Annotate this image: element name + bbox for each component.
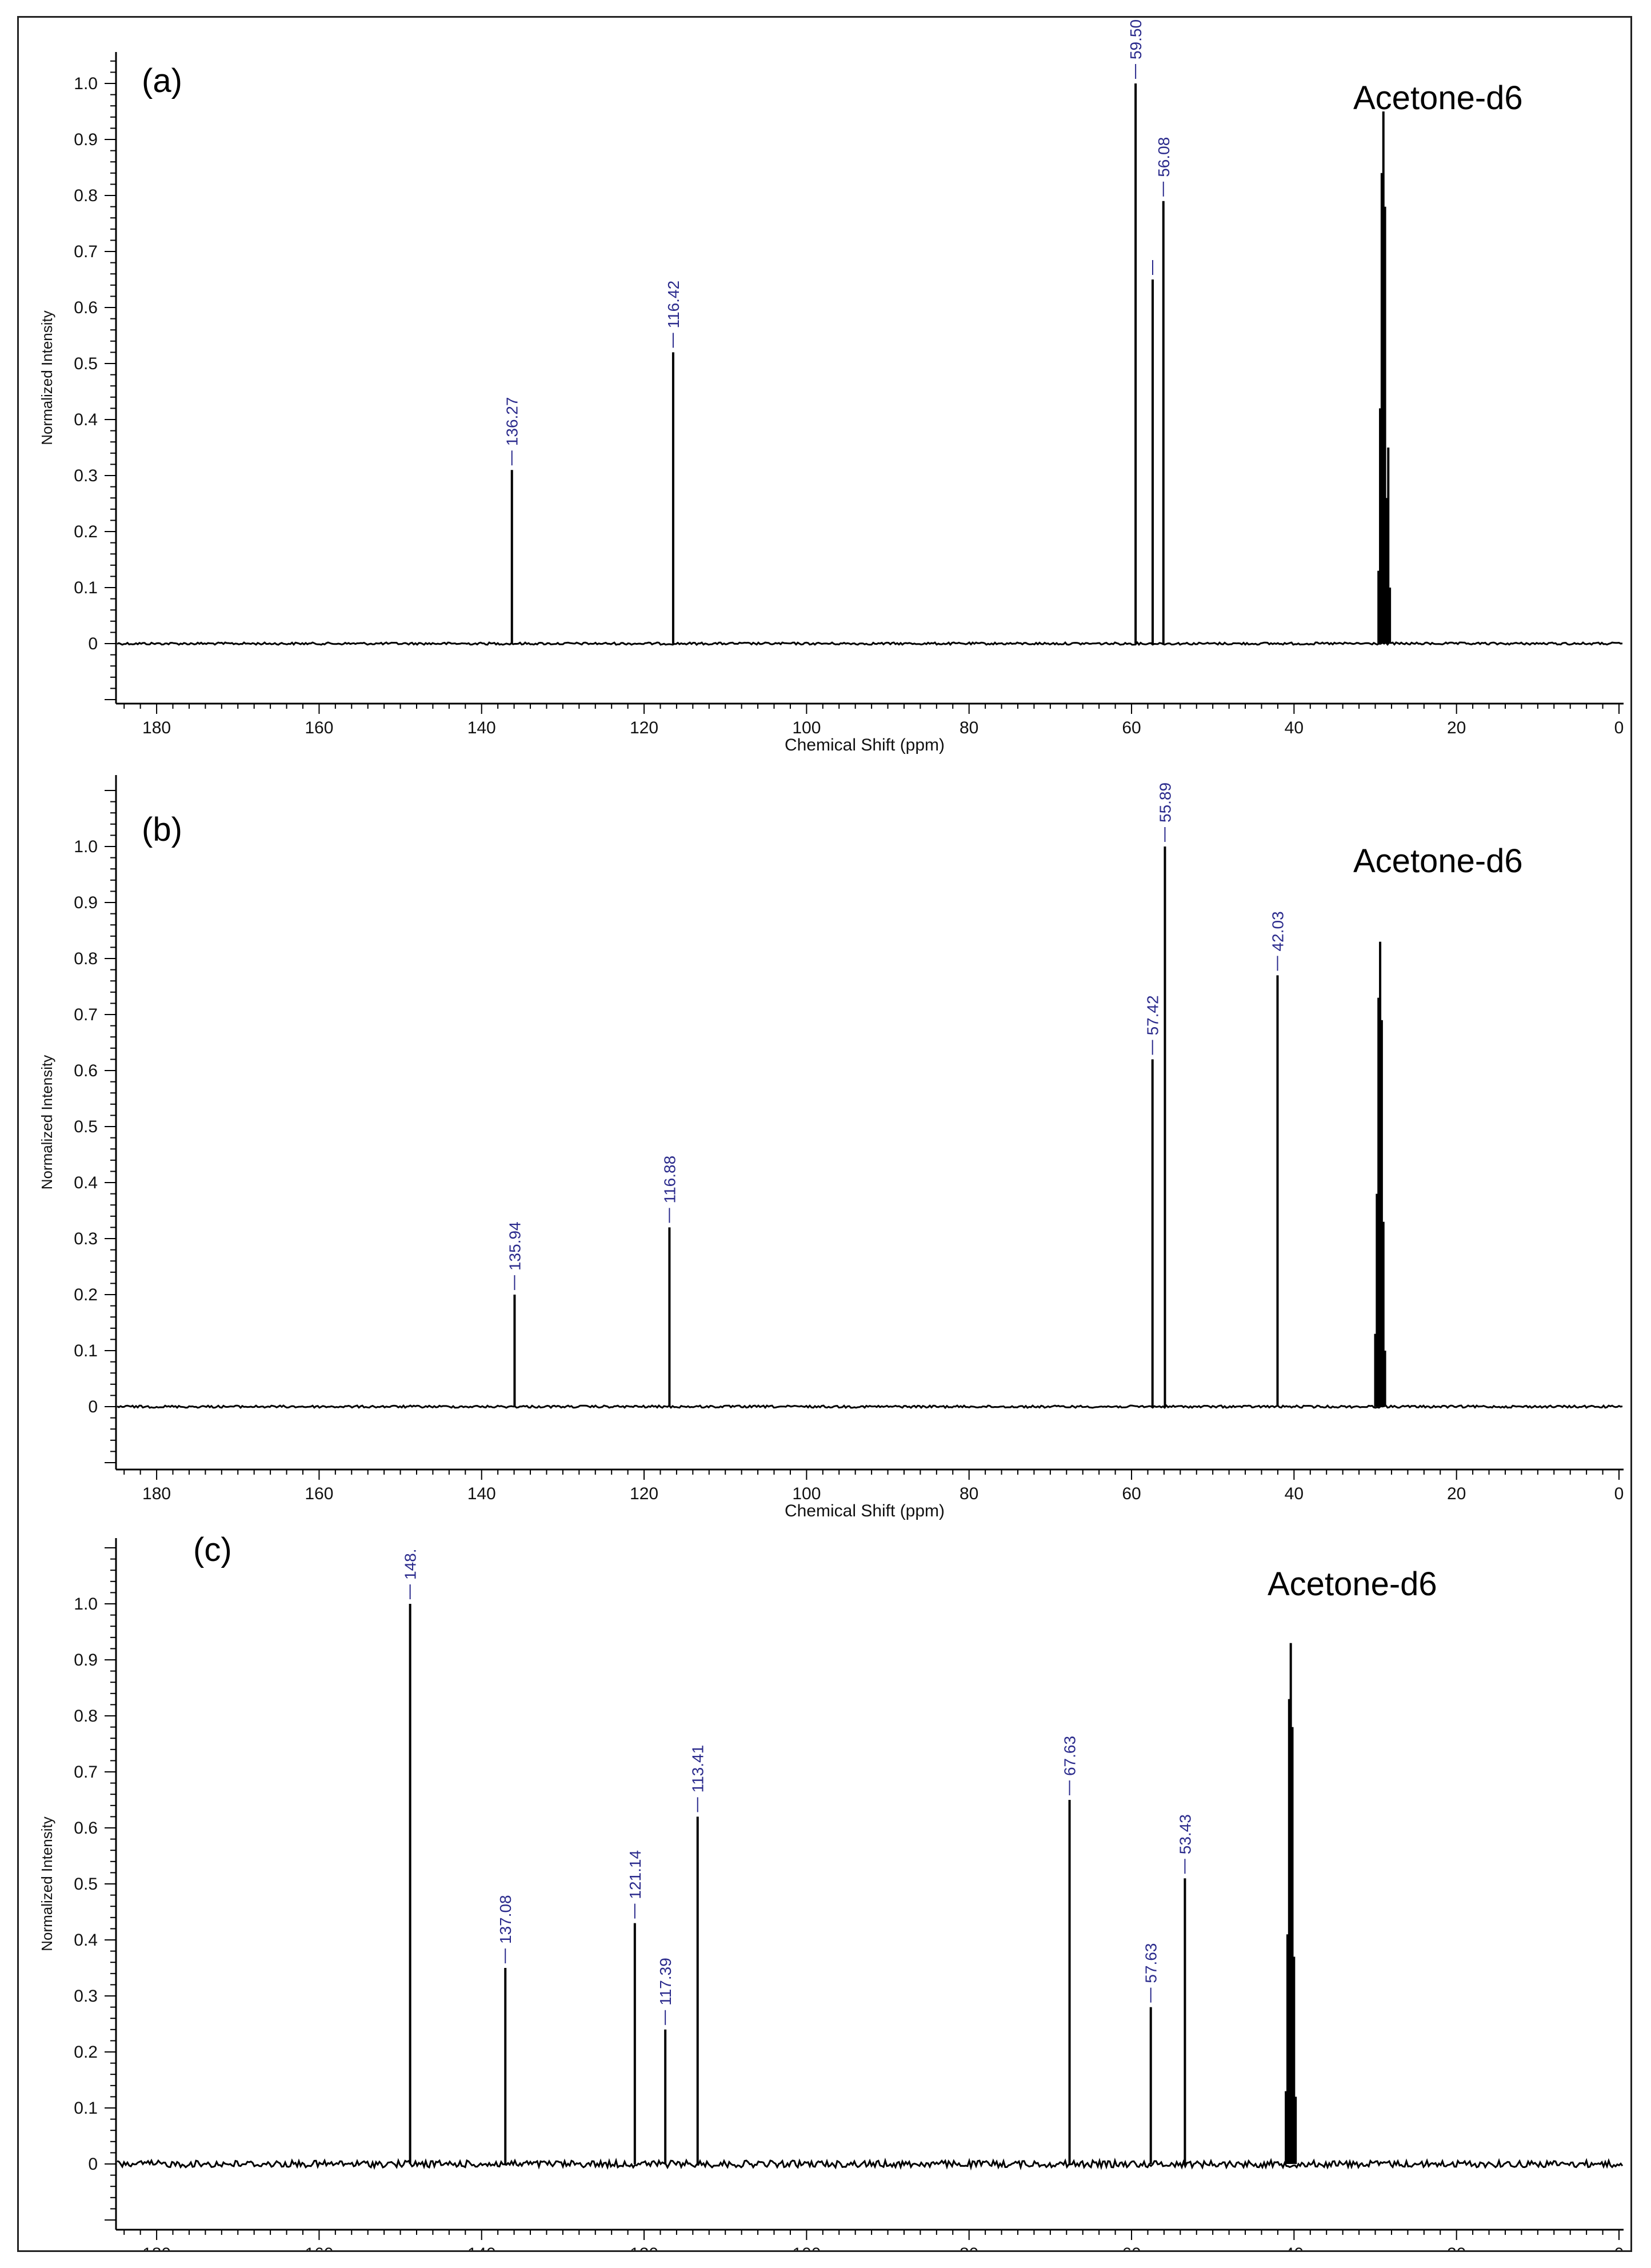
x-tick-label: 40 <box>1285 2245 1304 2250</box>
y-tick-label: 0.6 <box>74 1819 98 1838</box>
y-tick-label: 0.4 <box>74 410 98 429</box>
peak-label: 121.14 <box>626 1850 644 1899</box>
x-tick-label: 80 <box>960 1484 978 1503</box>
x-tick-label: 40 <box>1285 1484 1304 1503</box>
y-tick-label: 0.8 <box>74 186 98 205</box>
y-tick-label: 0.1 <box>74 2099 98 2118</box>
spectrum-panel-3: 0 0.1 0.2 0.3 0.4 0.5 0.6 0.7 0.8 0.9 1.0 180 160 140… <box>38 1531 1624 2250</box>
x-tick-label: 100 <box>792 2245 821 2250</box>
nmr-figure: 0 0.1 0.2 0.3 0.4 0.5 0.6 0.7 0.8 0.9 1.0 180 160 140… <box>17 16 1632 2252</box>
x-axis-title: Chemical Shift (ppm) <box>785 736 945 754</box>
y-tick-label: 1.0 <box>74 74 98 93</box>
x-tick-label: 160 <box>305 718 333 737</box>
x-tick-label: 140 <box>467 718 496 737</box>
peak-label: 57.63 <box>1142 1943 1160 1983</box>
x-tick-label: 0 <box>1614 718 1624 737</box>
solvent-label: Acetone-d6 <box>1268 1566 1437 1603</box>
y-tick-label: 0.9 <box>74 893 98 912</box>
x-tick-label: 20 <box>1447 1484 1466 1503</box>
peak-label: 135.94 <box>506 1221 523 1271</box>
y-tick-label: 0.6 <box>74 1061 98 1080</box>
x-tick-label: 0 <box>1614 1484 1624 1503</box>
x-tick-label: 60 <box>1122 2245 1141 2250</box>
panel-label: (b) <box>142 811 182 848</box>
panel-label: (c) <box>193 1531 232 1568</box>
y-tick-label: 0.2 <box>74 522 98 541</box>
x-tick-label: 180 <box>142 2245 171 2250</box>
y-tick-label: 0.8 <box>74 1707 98 1726</box>
peak-label: 116.88 <box>661 1156 678 1204</box>
y-tick-label: 0.9 <box>74 130 98 149</box>
peak-label: 59.50 <box>1127 19 1145 59</box>
x-tick-label: 120 <box>630 1484 658 1503</box>
panel-label: (a) <box>142 62 182 99</box>
peak-label: 116.42 <box>665 281 682 329</box>
x-tick-label: 140 <box>467 2245 496 2250</box>
y-tick-label: 0.3 <box>74 1229 98 1248</box>
solvent-label: Acetone-d6 <box>1353 79 1523 117</box>
solvent-label: Acetone-d6 <box>1353 842 1523 880</box>
x-tick-label: 180 <box>142 1484 171 1503</box>
x-tick-label: 120 <box>630 718 658 737</box>
y-tick-label: 0 <box>88 2155 98 2174</box>
y-tick-label: 0.7 <box>74 242 98 261</box>
y-tick-label: 0.9 <box>74 1651 98 1670</box>
y-tick-label: 0.8 <box>74 949 98 968</box>
y-tick-label: 0.3 <box>74 466 98 485</box>
peak-label: 113.41 <box>689 1745 707 1793</box>
x-tick-label: 100 <box>792 718 821 737</box>
peak-label: 117.39 <box>657 1958 674 2006</box>
nmr-spectra-svg: 0 0.1 0.2 0.3 0.4 0.5 0.6 0.7 0.8 0.9 1.0 180 160 140… <box>38 19 1624 2250</box>
spectrum-panel-1: 0 0.1 0.2 0.3 0.4 0.5 0.6 0.7 0.8 0.9 1.0 180 160 140… <box>38 19 1624 754</box>
x-tick-label: 120 <box>630 2245 658 2250</box>
y-axis-title: Normalized Intensity <box>38 310 55 445</box>
peak-label: 53.43 <box>1176 1814 1194 1854</box>
y-tick-label: 0.4 <box>74 1931 98 1950</box>
x-axis-title: Chemical Shift (ppm) <box>785 1502 945 1520</box>
y-tick-label: 0.7 <box>74 1763 98 1782</box>
y-tick-label: 0.2 <box>74 1285 98 1304</box>
y-tick-label: 0.6 <box>74 298 98 317</box>
x-tick-label: 140 <box>467 1484 496 1503</box>
x-tick-label: 60 <box>1122 718 1141 737</box>
peak-label: 56.08 <box>1155 137 1173 177</box>
x-tick-label: 20 <box>1447 2245 1466 2250</box>
peak-label: 42.03 <box>1269 911 1286 951</box>
x-tick-label: 80 <box>960 718 978 737</box>
x-tick-label: 0 <box>1614 2245 1624 2250</box>
x-tick-label: 180 <box>142 718 171 737</box>
x-tick-label: 80 <box>960 2245 978 2250</box>
x-tick-label: 40 <box>1285 718 1304 737</box>
y-tick-label: 0.5 <box>74 1117 98 1136</box>
x-tick-label: 100 <box>792 1484 821 1503</box>
y-tick-label: 0 <box>88 1397 98 1416</box>
peak-label: 67.63 <box>1061 1736 1079 1776</box>
spectrum-baseline <box>117 2157 1624 2171</box>
y-tick-label: 0 <box>88 634 98 653</box>
x-tick-label: 160 <box>305 2245 333 2250</box>
spectrum-baseline <box>117 1404 1623 1409</box>
y-tick-label: 0.1 <box>74 578 98 597</box>
y-axis-title: Normalized Intensity <box>38 1055 55 1190</box>
x-tick-label: 160 <box>305 1484 333 1503</box>
y-tick-label: 0.4 <box>74 1173 98 1192</box>
peak-label: 136.27 <box>503 397 521 446</box>
y-tick-label: 0.2 <box>74 2043 98 2062</box>
y-tick-label: 0.3 <box>74 1987 98 2006</box>
y-tick-label: 1.0 <box>74 1595 98 1614</box>
spectrum-baseline <box>117 641 1623 646</box>
peak-label: 148. <box>402 1549 419 1580</box>
y-tick-label: 1.0 <box>74 837 98 856</box>
y-tick-label: 0.5 <box>74 1875 98 1894</box>
y-tick-label: 0.1 <box>74 1341 98 1360</box>
peak-label: 55.89 <box>1156 782 1174 822</box>
y-tick-label: 0.7 <box>74 1005 98 1024</box>
y-axis-title: Normalized Intensity <box>38 1816 55 1951</box>
peak-label: 57.42 <box>1144 995 1162 1035</box>
x-tick-label: 20 <box>1447 718 1466 737</box>
spectrum-panel-2: 0 0.1 0.2 0.3 0.4 0.5 0.6 0.7 0.8 0.9 1.0 180 160 140… <box>38 775 1624 1520</box>
peak-label: 137.08 <box>497 1895 514 1944</box>
x-tick-label: 60 <box>1122 1484 1141 1503</box>
y-tick-label: 0.5 <box>74 354 98 373</box>
